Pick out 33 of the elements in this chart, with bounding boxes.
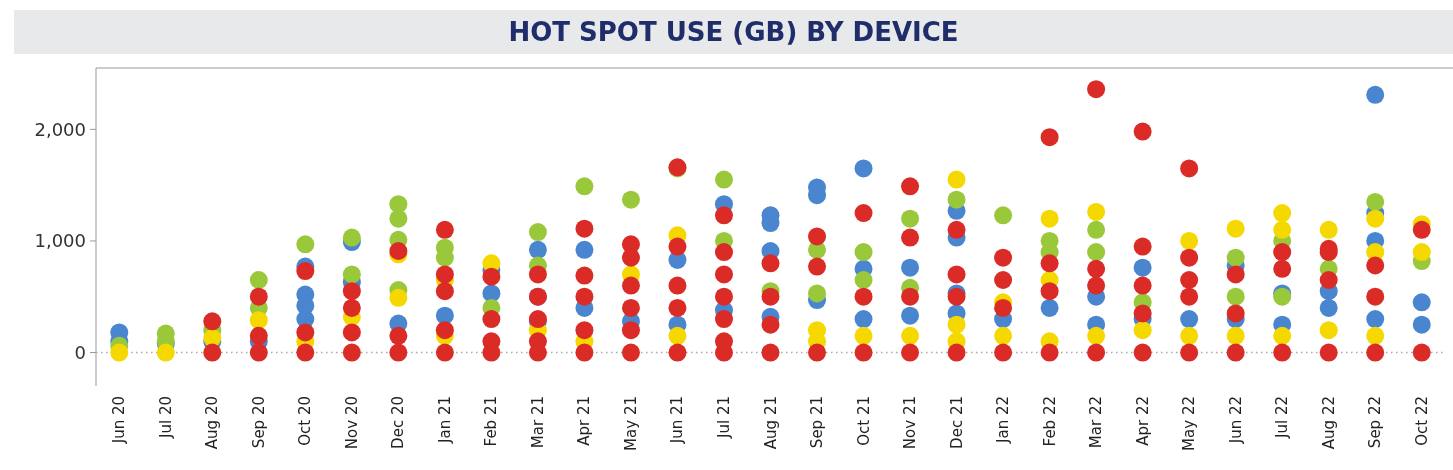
x-tick-label: Nov 20: [342, 396, 361, 450]
x-tick-label: Feb 22: [1040, 396, 1059, 447]
x-tick-label: Jun 22: [1226, 396, 1245, 445]
y-tick-label: 1,000: [34, 230, 86, 252]
x-tick-label: Aug 20: [203, 396, 222, 450]
x-tick-label: Apr 21: [575, 396, 594, 446]
x-tick-label: Apr 22: [1133, 396, 1152, 446]
x-tick-label: Oct 20: [296, 396, 315, 446]
x-tick-label: Jul 22: [1273, 396, 1292, 439]
x-tick-label: Oct 22: [1412, 396, 1431, 446]
x-tick-label: Jan 22: [994, 396, 1013, 444]
x-tick-label: Aug 21: [761, 396, 780, 450]
chart-title: HOT SPOT USE (GB) BY DEVICE: [508, 17, 959, 47]
x-tick-label: Nov 21: [901, 396, 920, 450]
x-tick-label: Dec 21: [947, 396, 966, 449]
x-tick-label: Jul 20: [156, 396, 175, 439]
x-tick-label: May 22: [1180, 396, 1199, 451]
x-tick-label: Feb 21: [482, 396, 501, 447]
x-tick-label: Aug 22: [1319, 396, 1338, 450]
x-tick-label: Sep 21: [808, 396, 827, 449]
x-tick-label: Dec 20: [389, 396, 408, 449]
x-tick-label: Sep 20: [249, 396, 268, 449]
y-tick-label: 0: [74, 341, 86, 363]
x-tick-label: May 21: [621, 396, 640, 451]
x-tick-label: Sep 22: [1366, 396, 1385, 449]
x-tick-label: Mar 21: [528, 396, 547, 449]
x-tick-label: Jul 21: [714, 396, 733, 439]
x-tick-label: Jan 21: [435, 396, 454, 444]
x-tick-label: Oct 21: [854, 396, 873, 446]
x-tick-label: Jun 21: [668, 396, 687, 445]
x-tick-label: Jun 20: [110, 396, 129, 445]
y-tick-label: 2,000: [34, 118, 86, 140]
x-tick-label: Mar 22: [1087, 396, 1106, 449]
